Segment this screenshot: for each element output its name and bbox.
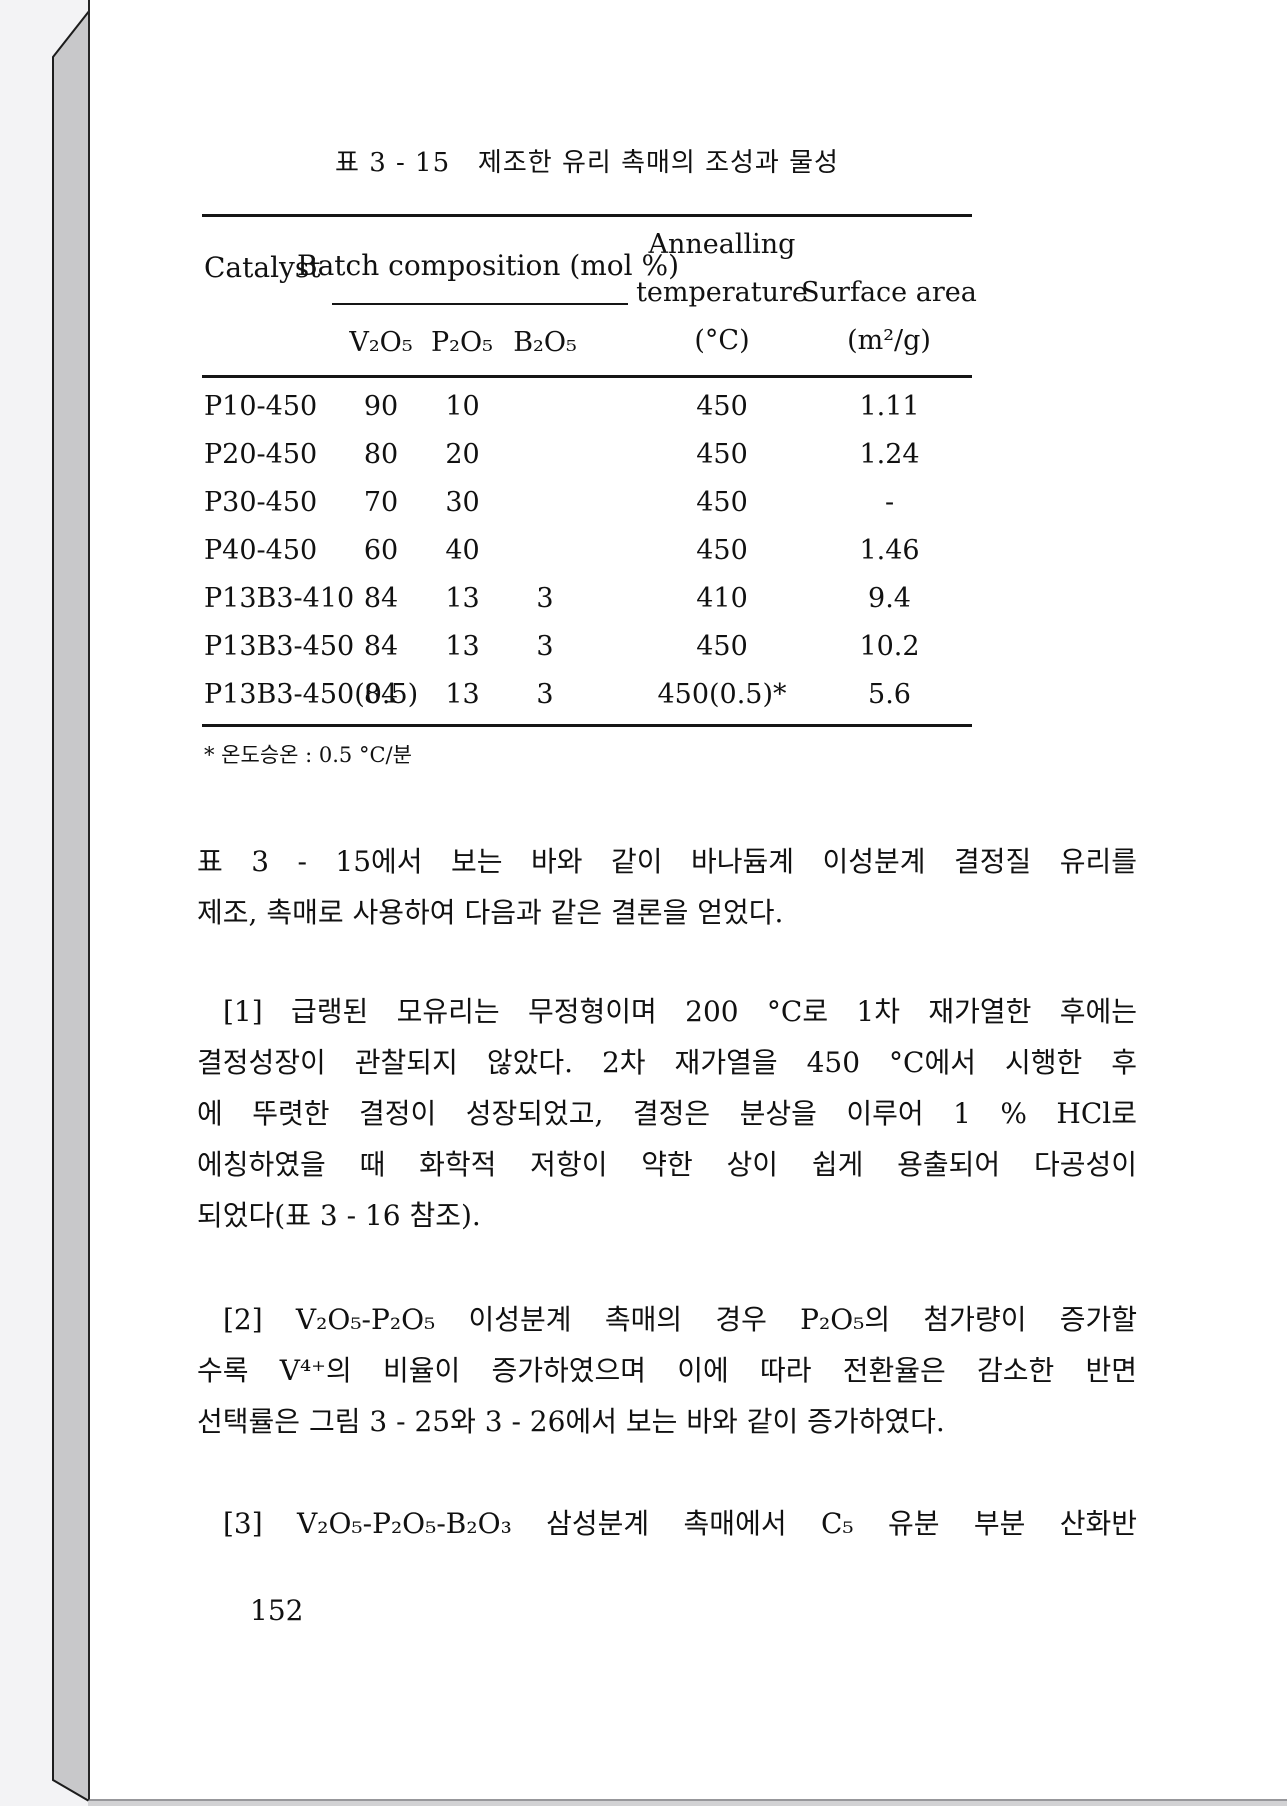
cell-b2o5: 3 [536,630,554,662]
paragraph-line: 선택률은 그림 3 - 25와 3 - 26에서 보는 바와 같이 증가하였다. [197,1405,945,1438]
column-header-surface-area-unit: (m²/g) [847,325,931,356]
cell-catalyst: P30-450 [204,486,318,518]
cell-v2o5: 84 [363,678,399,710]
paragraph-line: 수록 V⁴⁺의 비율이 증가하였으며 이에 따라 전환율은 감소한 반면 [197,1354,1137,1387]
paragraph-line: [1] 급랭된 모유리는 무정형이며 200 °C로 1차 재가열한 후에는 [223,995,1137,1028]
body-paragraph-item2: [2] V₂O₅-P₂O₅ 이성분계 촉매의 경우 P₂O₅의 첨가량이 증가할… [197,1294,1137,1447]
body-paragraph-intro: 표 3 - 15에서 보는 바와 같이 바나듐계 이성분계 결정질 유리를 제조… [197,836,1137,938]
table-header: Catalyst Batch composition (mol %) V₂O₅ … [202,217,977,375]
paragraph-line: [3] V₂O₅-P₂O₅-B₂O₃ 삼성분계 촉매에서 C₅ 유분 부분 산화… [223,1507,1137,1540]
cell-p2o5: 13 [445,630,480,662]
table-row: P10-450 90 10 450 1.11 [202,382,972,430]
table-row: P13B3-450(0.5) 84 13 3 450(0.5)* 5.6 [202,670,972,718]
column-header-v2o5: V₂O₅ [349,327,413,358]
cell-surface-area: 1.46 [859,534,920,566]
cell-p2o5: 40 [445,534,480,566]
cell-surface-area: - [884,486,895,518]
cell-surface-area: 5.6 [868,678,911,710]
table-rule-top [202,214,972,217]
cell-surface-area: 10.2 [859,630,920,662]
cell-annealing-temp: 450 [696,630,748,662]
cell-p2o5: 30 [445,486,480,518]
column-header-surface-area: Surface area [801,277,977,308]
paragraph-line: 결정성장이 관찰되지 않았다. 2차 재가열을 450 °C에서 시행한 후 [197,1046,1137,1079]
cell-v2o5: 70 [363,486,399,518]
table-footnote: * 온도승온 : 0.5 °C/분 [204,743,412,767]
cell-annealing-temp: 450(0.5)* [657,678,787,710]
cell-surface-area: 9.4 [868,582,911,614]
cell-v2o5: 80 [363,438,399,470]
cell-surface-area: 1.24 [859,438,920,470]
cell-annealing-temp: 410 [696,582,748,614]
cell-catalyst: P13B3-450(0.5) [204,678,419,710]
cell-p2o5: 13 [445,678,480,710]
document-page: 표 3 - 15 제조한 유리 촉매의 조성과 물성 Catalyst Batc… [88,0,1287,1801]
paragraph-line: 표 3 - 15에서 보는 바와 같이 바나듐계 이성분계 결정질 유리를 [197,845,1137,878]
table-row: P40-450 60 40 450 1.46 [202,526,972,574]
table-row: P13B3-450 84 13 3 450 10.2 [202,622,972,670]
table-row: P30-450 70 30 450 - [202,478,972,526]
table-row: P20-450 80 20 450 1.24 [202,430,972,478]
column-header-annealing-unit: (°C) [694,325,750,356]
cell-annealing-temp: 450 [696,390,748,422]
cell-p2o5: 10 [445,390,480,422]
table-rule-bottom [202,724,972,727]
column-header-batch-composition: Batch composition (mol %) [297,249,680,282]
cell-catalyst: P13B3-450 [204,630,355,662]
paragraph-line: 에 뚜렷한 결정이 성장되었고, 결정은 분상을 이루어 1 % HCl로 [197,1097,1137,1130]
table-rule-header-bottom [202,375,972,378]
cell-b2o5: 3 [536,582,554,614]
paragraph-line: 제조, 촉매로 사용하여 다음과 같은 결론을 얻었다. [197,896,784,929]
cell-v2o5: 84 [363,582,399,614]
cell-catalyst: P40-450 [204,534,318,566]
table-body: P10-450 90 10 450 1.11 P20-450 80 20 450… [202,378,972,724]
body-paragraph-item3: [3] V₂O₅-P₂O₅-B₂O₃ 삼성분계 촉매에서 C₅ 유분 부분 산화… [197,1498,1137,1549]
paragraph-line: 에칭하였을 때 화학적 저항이 약한 상이 쉽게 용출되어 다공성이 [197,1148,1137,1181]
scan-bottom-edge [88,1801,1287,1806]
column-header-b2o5: B₂O₅ [513,327,577,358]
cell-p2o5: 20 [445,438,480,470]
cell-catalyst: P10-450 [204,390,318,422]
cell-v2o5: 84 [363,630,399,662]
paragraph-line: [2] V₂O₅-P₂O₅ 이성분계 촉매의 경우 P₂O₅의 첨가량이 증가할 [223,1303,1137,1336]
cell-surface-area: 1.11 [859,390,920,422]
column-header-annealing-line1: Annealling [648,229,796,260]
cell-v2o5: 90 [363,390,399,422]
cell-catalyst: P20-450 [204,438,318,470]
column-header-annealing-line2: temperature [636,277,808,308]
cell-b2o5: 3 [536,678,554,710]
cell-annealing-temp: 450 [696,438,748,470]
paragraph-line: 되었다(표 3 - 16 참조). [197,1199,481,1232]
table-row: P13B3-410 84 13 3 410 9.4 [202,574,972,622]
cell-catalyst: P13B3-410 [204,582,355,614]
table-title: 표 3 - 15 제조한 유리 촉매의 조성과 물성 [335,148,839,178]
page-number: 152 [250,1594,304,1627]
data-table: Catalyst Batch composition (mol %) V₂O₅ … [202,214,977,769]
column-header-catalyst: Catalyst [204,251,321,284]
cell-v2o5: 60 [363,534,399,566]
column-header-p2o5: P₂O₅ [431,327,493,358]
cell-p2o5: 13 [445,582,480,614]
batch-group-underline [332,303,628,305]
cell-annealing-temp: 450 [696,534,748,566]
cell-annealing-temp: 450 [696,486,748,518]
body-paragraph-item1: [1] 급랭된 모유리는 무정형이며 200 °C로 1차 재가열한 후에는 결… [197,986,1137,1241]
